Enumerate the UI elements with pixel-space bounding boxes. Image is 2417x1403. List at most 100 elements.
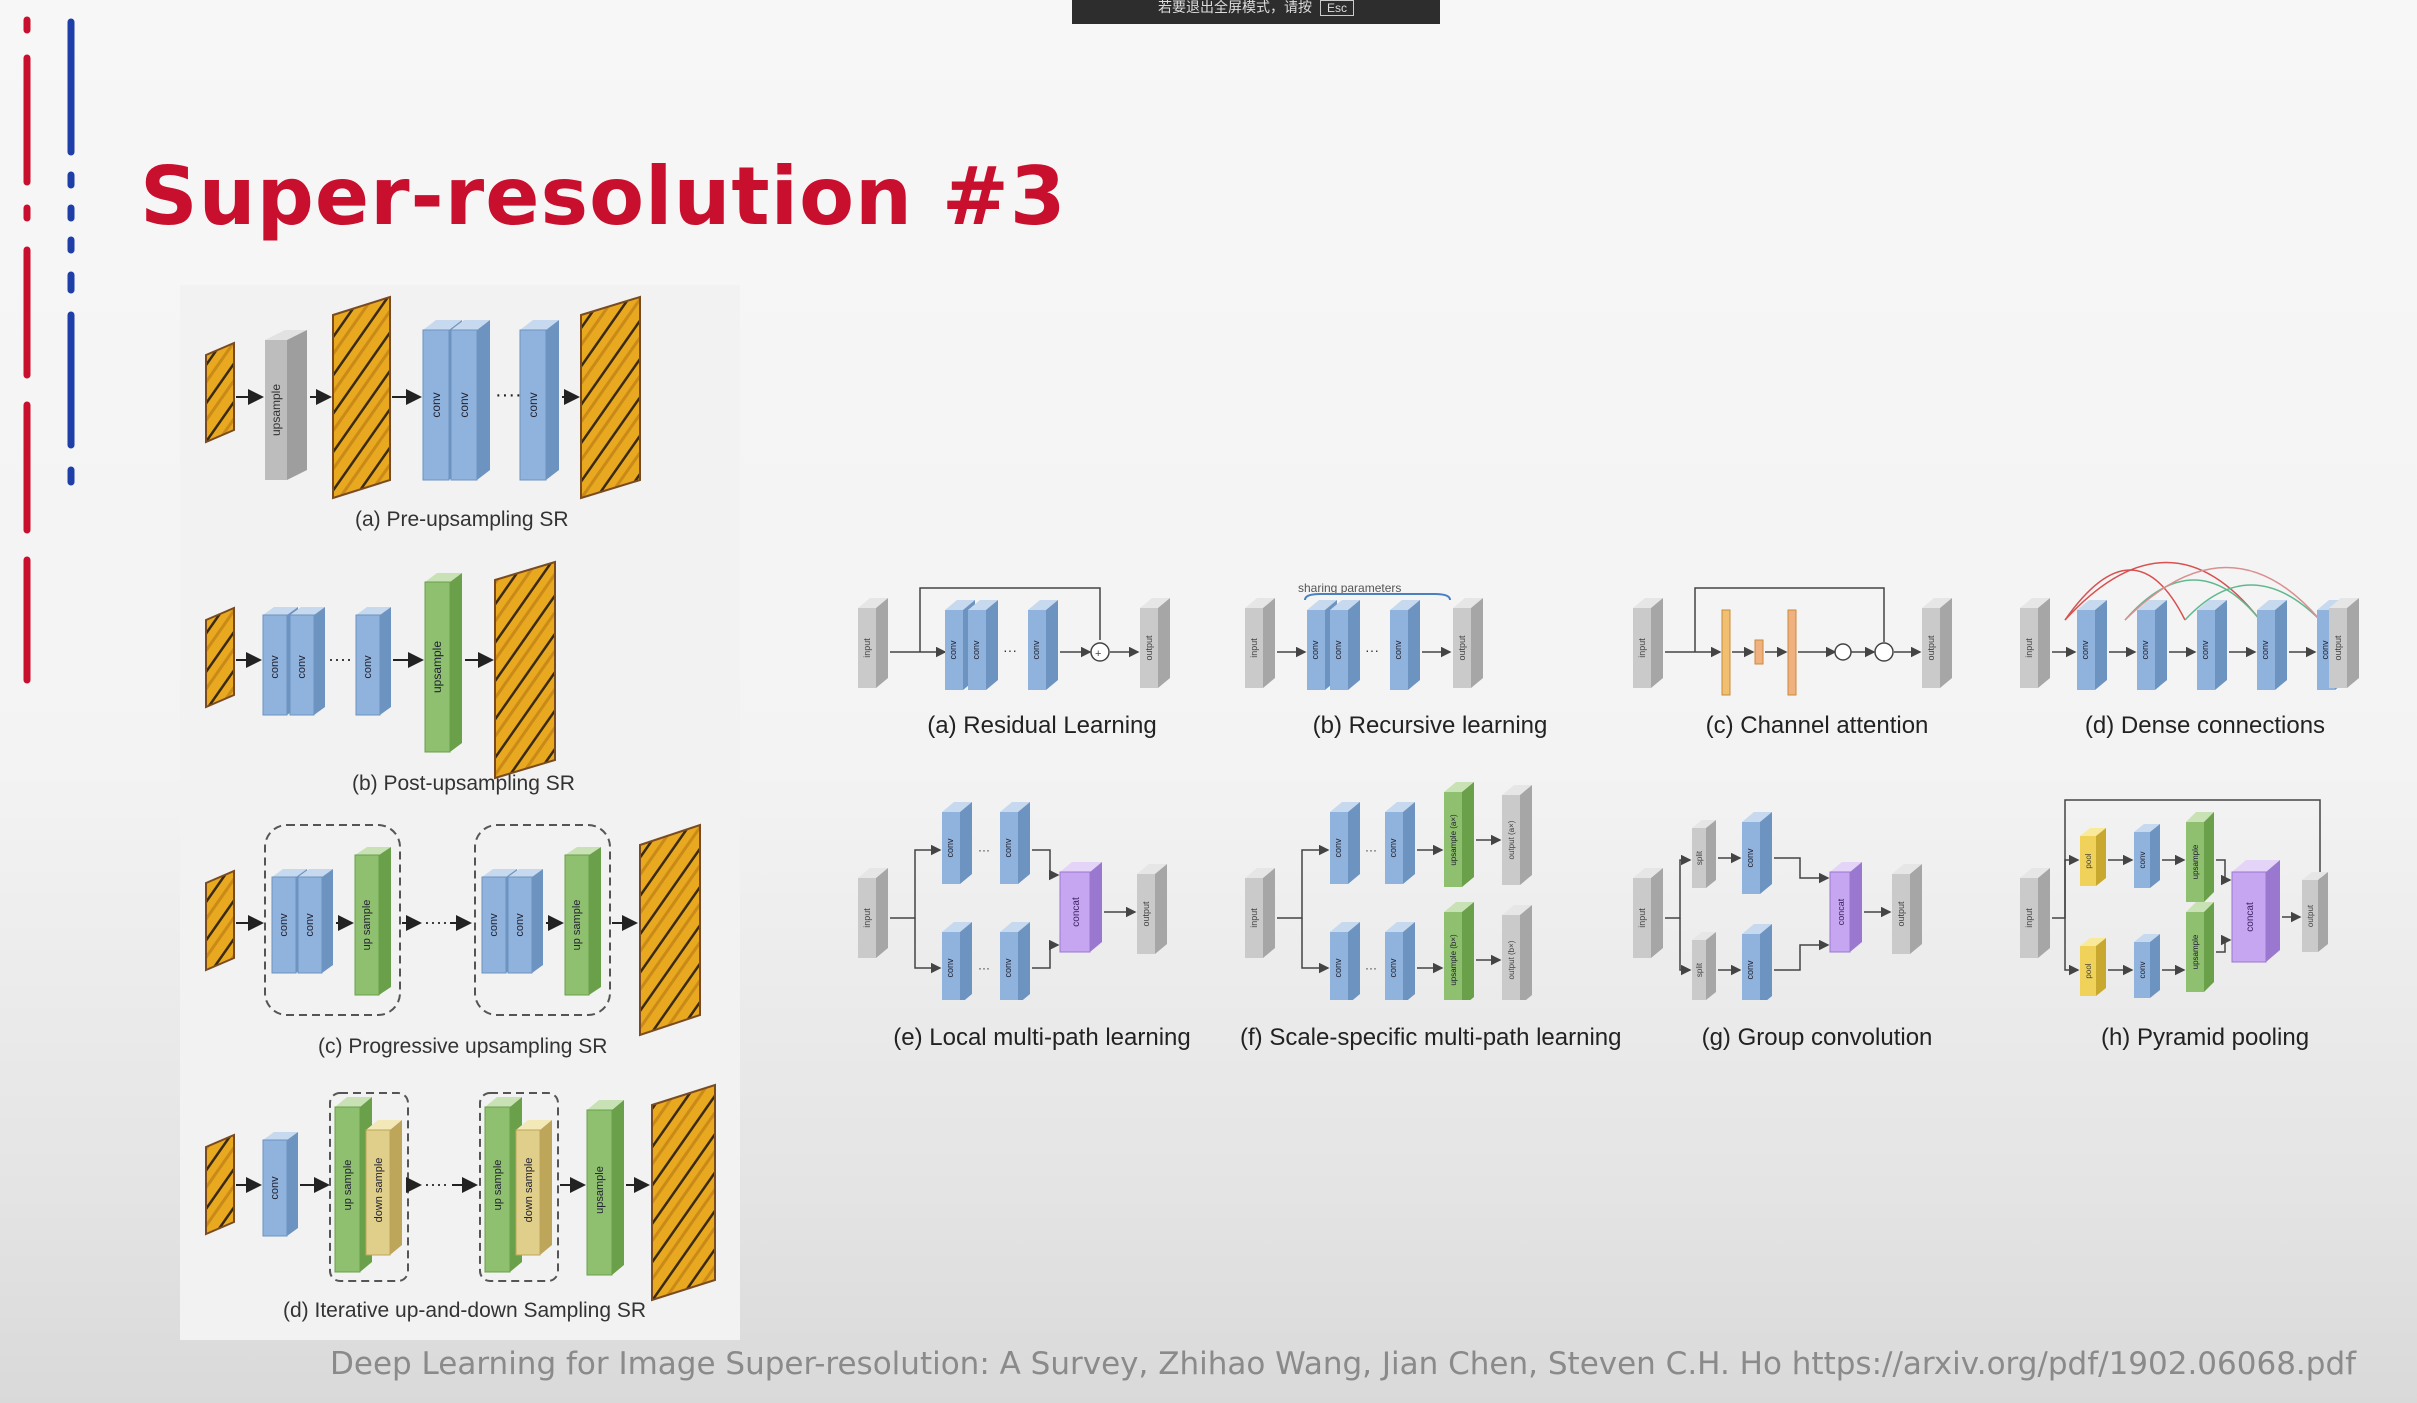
sr-output-image (580, 295, 641, 500)
svg-text:conv: conv (1388, 958, 1398, 978)
fullscreen-exit-hint: 若要退出全屏模式，请按 Esc (1072, 0, 1440, 24)
upsample-label: upsample (269, 384, 283, 436)
svg-text:input: input (862, 908, 872, 928)
svg-text:upsample (a×): upsample (a×) (1449, 814, 1458, 866)
svg-text:conv: conv (1003, 838, 1013, 858)
dense-output-block: output (2329, 598, 2359, 688)
fullscreen-hint-text: 若要退出全屏模式，请按 (1157, 0, 1312, 15)
svg-text:output: output (1926, 635, 1936, 661)
svg-text:upsample (b×): upsample (b×) (1449, 934, 1458, 986)
svg-text:···: ··· (978, 961, 990, 975)
svg-text:output: output (1896, 901, 1906, 927)
caption-pre-upsampling: (a) Pre-upsampling SR (355, 508, 569, 531)
svg-text:conv: conv (1333, 838, 1343, 858)
svg-text:conv: conv (514, 913, 526, 937)
svg-text:conv: conv (1333, 958, 1343, 978)
svg-text:···: ··· (1365, 843, 1377, 857)
svg-text:conv: conv (2320, 640, 2330, 660)
svg-text:conv: conv (948, 640, 958, 660)
svg-text:conv: conv (269, 655, 281, 679)
svg-text:conv: conv (1745, 960, 1755, 980)
svg-text:conv: conv (945, 958, 955, 978)
svg-text:output: output (2306, 904, 2315, 927)
svg-text:conv: conv (945, 838, 955, 858)
caption-recursive-learning: (b) Recursive learning (1312, 712, 1548, 739)
recursive-learning-diagram: sharing parameters input conv conv ··· c… (1245, 581, 1483, 690)
svg-text:upsample: upsample (430, 641, 444, 693)
svg-text:split: split (1695, 962, 1704, 977)
svg-text:conv: conv (2080, 640, 2090, 660)
svg-text:conv: conv (971, 640, 981, 660)
svg-text:split: split (1695, 850, 1704, 865)
decorative-side-lines (23, 16, 75, 684)
dense-connections-diagram: input conv conv conv conv conv (2020, 561, 2347, 690)
svg-text:conv: conv (526, 392, 540, 417)
svg-text:+: + (1095, 648, 1101, 660)
pre-upsampling-diagram: upsample conv conv ···· conv (205, 295, 641, 500)
svg-text:input: input (1249, 638, 1259, 658)
residual-learning-diagram: input conv conv ··· conv + output (858, 587, 1170, 690)
caption-pyramid-pooling: (h) Pyramid pooling (2100, 1024, 2310, 1051)
svg-text:conv: conv (2260, 640, 2270, 660)
svg-text:output (b×): output (b×) (1507, 940, 1516, 979)
upsample-block-green (424, 581, 451, 753)
svg-text:conv: conv (1388, 838, 1398, 858)
svg-text:upsample: upsample (2191, 934, 2200, 969)
network-design-diagram: input conv conv ··· conv + output sharin… (858, 561, 2347, 1000)
svg-text:conv: conv (362, 655, 374, 679)
svg-text:conv: conv (1310, 640, 1320, 660)
caption-dense-connections: (d) Dense connections (2084, 712, 2326, 739)
svg-text:down sample: down sample (373, 1158, 385, 1223)
svg-text:output: output (1141, 901, 1151, 927)
svg-text:···: ··· (1365, 961, 1377, 975)
conv-blocks: conv conv (422, 320, 490, 481)
svg-text:····: ···· (424, 912, 448, 932)
svg-text:upsample: upsample (594, 1166, 606, 1214)
svg-text:conv: conv (304, 913, 316, 937)
channel-attention-diagram: input output (1633, 587, 1952, 696)
svg-text:up sample: up sample (571, 900, 583, 951)
svg-text:conv: conv (1003, 958, 1013, 978)
svg-text:conv: conv (2200, 640, 2210, 660)
svg-text:····: ···· (495, 384, 522, 406)
svg-text:···: ··· (1003, 642, 1017, 658)
upsample-block (265, 340, 287, 480)
svg-text:output (a×): output (a×) (1507, 820, 1516, 859)
svg-text:up sample: up sample (361, 900, 373, 951)
upsampled-image (332, 295, 391, 500)
svg-text:input: input (862, 638, 872, 658)
esc-key-badge: Esc (1319, 0, 1354, 16)
svg-text:input: input (1249, 908, 1259, 928)
svg-text:concat: concat (1071, 897, 1082, 927)
svg-text:up sample: up sample (492, 1160, 504, 1211)
post-upsampling-diagram: conv conv ···· conv upsample (205, 560, 556, 780)
svg-text:conv: conv (2138, 852, 2147, 869)
svg-text:concat: concat (2245, 902, 2256, 932)
caption-post-upsampling: (b) Post-upsampling SR (352, 772, 575, 795)
caption-scale-specific-multipath: (f) Scale-specific multi-path learning (1240, 1024, 1622, 1051)
pyramid-pooling-diagram: input pool pool conv conv upsample upsam… (2020, 799, 2328, 998)
svg-text:conv: conv (1745, 848, 1755, 868)
svg-text:conv: conv (1031, 640, 1041, 660)
svg-text:output: output (1144, 635, 1154, 661)
svg-text:input: input (1637, 908, 1647, 928)
iterative-sampling-diagram: conv up sample down sample ···· up sampl… (205, 1083, 716, 1302)
svg-text:pool: pool (2084, 853, 2093, 868)
svg-text:conv: conv (278, 913, 290, 937)
svg-text:conv: conv (429, 392, 443, 417)
caption-progressive-upsampling: (c) Progressive upsampling SR (318, 1035, 608, 1058)
svg-text:···: ··· (978, 843, 990, 857)
svg-text:conv: conv (269, 1176, 281, 1200)
svg-text:output: output (1457, 635, 1467, 661)
svg-text:concat: concat (1836, 898, 1846, 925)
svg-text:down sample: down sample (523, 1158, 535, 1223)
scale-specific-multipath-diagram: input conv ··· conv conv ··· conv upsamp… (1245, 782, 1532, 1000)
svg-text:conv: conv (2138, 962, 2147, 979)
paper-citation: Deep Learning for Image Super-resolution… (330, 1346, 2357, 1382)
svg-text:conv: conv (457, 392, 471, 417)
progressive-upsampling-diagram: conv conv up sample ···· conv conv up sa… (205, 823, 701, 1037)
svg-text:····: ···· (328, 649, 352, 669)
caption-group-convolution: (g) Group convolution (1701, 1024, 1933, 1051)
sr-frameworks-diagram: upsample conv conv ···· conv conv (205, 295, 716, 1302)
svg-text:conv: conv (1393, 640, 1403, 660)
